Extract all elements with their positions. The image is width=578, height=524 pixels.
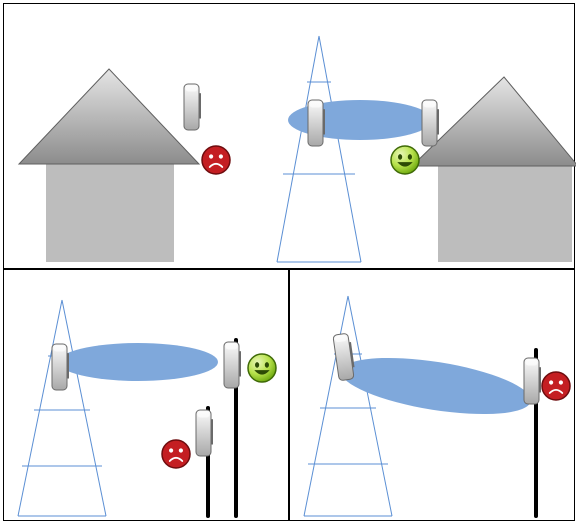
- cpe-device: [524, 358, 541, 404]
- status-good-icon: [248, 354, 276, 382]
- cpe-device: [333, 333, 356, 381]
- svg-top: [4, 4, 576, 270]
- status-bad-icon: [202, 146, 230, 174]
- status-bad-icon: [162, 440, 190, 468]
- svg-right: [290, 270, 576, 522]
- house-wall: [438, 166, 572, 262]
- cpe-device: [52, 344, 69, 390]
- cpe-device: [196, 410, 213, 456]
- svg-left: [4, 270, 290, 522]
- fresnel-zone: [58, 343, 218, 381]
- lattice-tower: [18, 300, 106, 516]
- cpe-device: [308, 100, 325, 146]
- panel-top: [3, 3, 575, 269]
- lattice-tower: [304, 296, 392, 516]
- cpe-device: [184, 84, 201, 130]
- house-wall: [46, 164, 174, 262]
- cpe-device: [422, 100, 439, 146]
- panel-right: [289, 269, 575, 521]
- panel-left: [3, 269, 289, 521]
- fresnel-zone: [337, 347, 534, 424]
- lattice-tower: [277, 36, 361, 262]
- status-good-icon: [391, 146, 419, 174]
- cpe-device: [224, 342, 241, 388]
- status-bad-icon: [542, 372, 570, 400]
- house-roof: [19, 69, 199, 164]
